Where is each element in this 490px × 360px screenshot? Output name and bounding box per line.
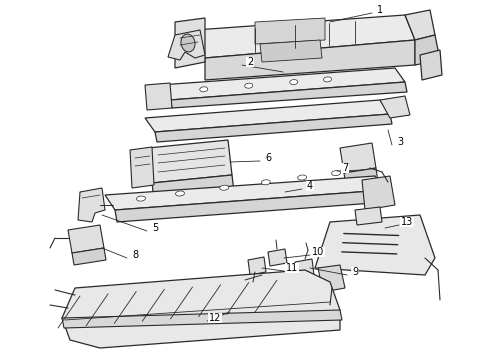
Polygon shape xyxy=(260,40,322,62)
Text: 8: 8 xyxy=(132,250,138,260)
Ellipse shape xyxy=(200,87,208,92)
Ellipse shape xyxy=(298,175,307,180)
Ellipse shape xyxy=(261,180,270,185)
Polygon shape xyxy=(68,225,104,253)
Text: 2: 2 xyxy=(247,57,253,67)
Polygon shape xyxy=(248,257,266,275)
Text: 12: 12 xyxy=(209,313,221,323)
Ellipse shape xyxy=(245,83,253,88)
Polygon shape xyxy=(160,68,405,100)
Text: 1: 1 xyxy=(377,5,383,15)
Ellipse shape xyxy=(175,191,185,196)
Polygon shape xyxy=(115,190,387,222)
Ellipse shape xyxy=(290,80,298,85)
Polygon shape xyxy=(130,147,154,188)
Text: 13: 13 xyxy=(401,217,413,227)
Polygon shape xyxy=(105,176,385,210)
Polygon shape xyxy=(195,15,415,58)
Polygon shape xyxy=(72,248,106,265)
Polygon shape xyxy=(145,100,390,132)
Polygon shape xyxy=(255,18,325,44)
Ellipse shape xyxy=(137,196,146,201)
Ellipse shape xyxy=(332,171,341,176)
Text: 6: 6 xyxy=(265,153,271,163)
Polygon shape xyxy=(344,168,378,187)
Polygon shape xyxy=(155,114,392,142)
Polygon shape xyxy=(380,96,410,118)
Polygon shape xyxy=(168,30,205,60)
Polygon shape xyxy=(268,249,287,266)
Polygon shape xyxy=(340,143,376,173)
Polygon shape xyxy=(145,83,172,110)
Polygon shape xyxy=(420,50,442,80)
Polygon shape xyxy=(62,310,342,328)
Ellipse shape xyxy=(181,34,195,52)
Text: 7: 7 xyxy=(342,163,348,173)
Text: 4: 4 xyxy=(307,181,313,191)
Polygon shape xyxy=(78,188,105,222)
Polygon shape xyxy=(405,10,435,40)
Text: 3: 3 xyxy=(397,137,403,147)
Ellipse shape xyxy=(220,185,229,190)
Polygon shape xyxy=(355,207,382,225)
Text: 10: 10 xyxy=(312,247,324,257)
Text: 5: 5 xyxy=(152,223,158,233)
Text: 9: 9 xyxy=(352,267,358,277)
Polygon shape xyxy=(318,265,345,292)
Polygon shape xyxy=(295,259,314,278)
Ellipse shape xyxy=(323,77,332,82)
Polygon shape xyxy=(148,140,232,183)
Polygon shape xyxy=(205,40,415,80)
Polygon shape xyxy=(170,82,407,108)
Polygon shape xyxy=(152,175,234,200)
Polygon shape xyxy=(62,270,340,348)
Polygon shape xyxy=(415,35,440,65)
Polygon shape xyxy=(315,215,435,275)
Text: 11: 11 xyxy=(286,263,298,273)
Polygon shape xyxy=(362,176,395,210)
Polygon shape xyxy=(175,18,205,68)
